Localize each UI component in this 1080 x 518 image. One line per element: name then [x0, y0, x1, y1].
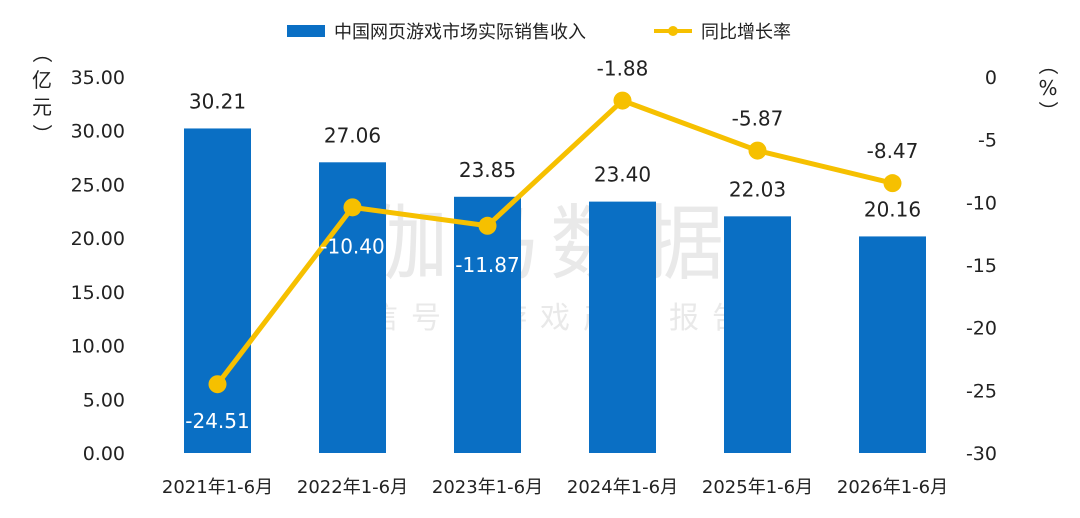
growth-rate-label: -24.51	[185, 409, 249, 433]
growth-rate-point	[208, 375, 227, 394]
left-axis-ticks: 0.00 5.00 10.00 15.00 20.00 25.00 30.00 35.00	[71, 67, 125, 465]
x-axis-label: 2024年1-6月	[567, 477, 678, 498]
left-axis-tick: 10.00	[71, 336, 125, 358]
right-axis-tick: -25	[966, 380, 997, 402]
legend-line-label: 同比增长率	[701, 22, 791, 43]
growth-rate-label: -8.47	[867, 139, 919, 163]
bar-value-labels: 30.21 27.06 23.85 23.40 22.03 20.16	[189, 89, 921, 221]
bar-20251-6	[724, 216, 791, 453]
bar-value-label: 23.85	[459, 158, 516, 182]
growth-line-layer: -24.51 -10.40 -11.87 -1.88 -5.87 -8.47	[185, 57, 918, 434]
left-axis-label: （ 亿元 ）	[30, 43, 54, 144]
legend-bar-swatch	[287, 25, 325, 37]
x-axis-label: 2025年1-6月	[702, 477, 813, 498]
right-axis-tick: 0	[985, 67, 997, 89]
bar-value-label: 27.06	[324, 123, 381, 147]
x-axis-label: 2022年1-6月	[297, 477, 408, 498]
x-axis-label: 2021年1-6月	[162, 477, 273, 498]
watermark: 伽马数据 微信号：游戏产业报告	[325, 197, 755, 336]
bar-value-label: 30.21	[189, 89, 246, 113]
x-axis-labels: 2021年1-6月 2022年1-6月 2023年1-6月 2024年1-6月 2025…	[162, 477, 948, 498]
bar-20261-6	[859, 236, 926, 453]
watermark-sub: 微信号：游戏产业报告	[325, 301, 755, 336]
x-axis-label: 2026年1-6月	[837, 477, 948, 498]
growth-rate-label: -10.40	[320, 234, 384, 258]
right-axis-label-char: %	[1038, 76, 1057, 100]
right-axis-tick: -30	[966, 443, 997, 465]
left-axis-tick: 30.00	[71, 121, 125, 143]
right-axis-label-char: （	[1036, 55, 1060, 75]
right-axis-label: （%）	[1036, 55, 1060, 121]
bar-20211-6	[184, 128, 251, 453]
right-axis-tick: -5	[978, 130, 997, 152]
x-axis-label: 2023年1-6月	[432, 477, 543, 498]
left-axis-tick: 15.00	[71, 282, 125, 304]
legend-line-marker	[668, 26, 678, 36]
left-axis-tick: 35.00	[71, 67, 125, 89]
left-axis-label-char: ）	[30, 124, 54, 144]
left-axis-label-char: （	[30, 43, 54, 63]
right-axis-label-char: ）	[1036, 101, 1060, 121]
bar-20241-6	[589, 201, 656, 453]
growth-rate-point	[748, 141, 767, 160]
right-axis-ticks: -30 -25 -20 -15 -10 -5 0	[966, 67, 997, 465]
right-axis-tick: -10	[966, 192, 997, 214]
left-axis-label-char: 亿	[32, 68, 52, 92]
bar-value-label: 22.03	[729, 177, 786, 201]
left-axis-tick: 5.00	[83, 389, 125, 411]
left-axis-tick: 0.00	[83, 443, 125, 465]
growth-rate-point	[478, 216, 497, 235]
growth-rate-point	[613, 91, 632, 110]
bar-20231-6	[454, 196, 521, 454]
growth-rate-line	[215, 98, 895, 387]
left-axis-label-char: 元	[32, 95, 52, 119]
growth-rate-label: -5.87	[732, 107, 784, 131]
watermark-main: 伽马数据	[366, 197, 734, 292]
left-axis-tick: 20.00	[71, 228, 125, 250]
growth-rate-label: -11.87	[455, 253, 519, 277]
bar-value-label: 23.40	[594, 163, 651, 187]
right-axis-tick: -15	[966, 255, 997, 277]
right-axis-tick: -20	[966, 318, 997, 340]
left-axis-tick: 25.00	[71, 174, 125, 196]
legend: 中国网页游戏市场实际销售收入 同比增长率	[287, 22, 791, 43]
bar-value-label: 20.16	[864, 197, 921, 221]
growth-rate-label: -1.88	[597, 57, 649, 81]
growth-rate-point	[883, 174, 902, 193]
legend-bar-label: 中国网页游戏市场实际销售收入	[334, 22, 586, 43]
growth-rate-point	[343, 198, 362, 217]
